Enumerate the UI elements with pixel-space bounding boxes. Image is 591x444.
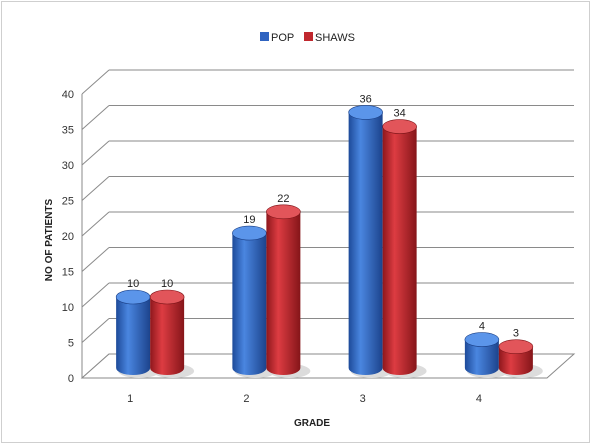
- x-tick-label: 4: [476, 393, 482, 405]
- bar-cap: [464, 332, 500, 347]
- bar-body: [232, 233, 267, 376]
- gridline-side: [81, 247, 110, 272]
- gridline-side: [81, 318, 110, 343]
- y-tick-label: 15: [62, 267, 74, 279]
- legend-label-shaws: SHAWS: [315, 32, 355, 44]
- x-tick-label: 1: [127, 393, 133, 405]
- data-label: 36: [360, 93, 372, 105]
- gridline-side: [81, 282, 110, 308]
- y-tick-label: 25: [62, 196, 74, 208]
- x-axis: 1 2 3 4: [127, 393, 482, 405]
- bar-cap: [382, 119, 417, 134]
- data-label: 10: [127, 278, 139, 290]
- gridlines: [81, 69, 574, 379]
- gridline-side: [81, 176, 110, 201]
- bar-body: [382, 126, 417, 376]
- y-axis: 0 5 10 15 20 25 30 35 40: [62, 89, 74, 385]
- y-tick-label: 5: [68, 338, 74, 350]
- chart-floor: [80, 353, 576, 379]
- bar-shaws-3: 34: [382, 108, 427, 378]
- bar-body: [150, 297, 185, 376]
- bar-body: [348, 112, 383, 376]
- y-tick-label: 0: [68, 373, 74, 385]
- bar-body: [464, 339, 499, 376]
- x-tick-label: 3: [360, 393, 366, 405]
- x-axis-title: GRADE: [294, 418, 330, 429]
- bar-cap: [348, 105, 383, 120]
- bar-pop-2: 19: [232, 214, 277, 378]
- bar-cap: [115, 289, 151, 305]
- bar-body: [116, 297, 151, 375]
- bar-cap: [232, 225, 267, 241]
- bar-cap: [266, 204, 301, 220]
- bar-cap: [498, 339, 534, 355]
- bar-body: [498, 346, 533, 376]
- bar-body: [266, 211, 301, 375]
- bar-shaws-1: 10: [149, 278, 195, 378]
- y-tick-label: 40: [62, 89, 74, 101]
- bar-shaws-2: 22: [266, 193, 311, 378]
- legend-label-pop: POP: [271, 32, 294, 44]
- bar-pop-1: 10: [115, 278, 161, 378]
- legend-swatch-pop: [260, 32, 269, 41]
- y-tick-label: 35: [62, 125, 74, 137]
- bar-pop-3: 36: [348, 93, 393, 378]
- y-tick-label: 10: [62, 302, 74, 314]
- gridline-side: [81, 69, 110, 95]
- y-axis-title: NO OF PATIENTS: [44, 198, 55, 281]
- bar-cap: [149, 289, 185, 305]
- gridline-side: [81, 105, 110, 130]
- data-label: 22: [277, 193, 289, 205]
- legend-swatch-shaws: [304, 32, 313, 41]
- gridline-side: [81, 211, 110, 237]
- data-label: 4: [479, 321, 485, 333]
- bars: 10 10 19 22 36 34 4 3: [115, 93, 543, 378]
- y-tick-label: 20: [62, 231, 74, 243]
- data-label: 10: [161, 278, 173, 290]
- gridline-side: [81, 140, 110, 166]
- bar-pop-4: 4: [464, 321, 509, 378]
- data-label: 3: [513, 328, 519, 340]
- legend: POP SHAWS: [260, 32, 355, 44]
- bar-shaws-4: 3: [498, 328, 543, 378]
- y-tick-label: 30: [62, 160, 74, 172]
- data-label: 19: [243, 214, 255, 226]
- data-label: 34: [394, 108, 406, 120]
- floor-plane: [80, 353, 576, 379]
- x-tick-label: 2: [243, 393, 249, 405]
